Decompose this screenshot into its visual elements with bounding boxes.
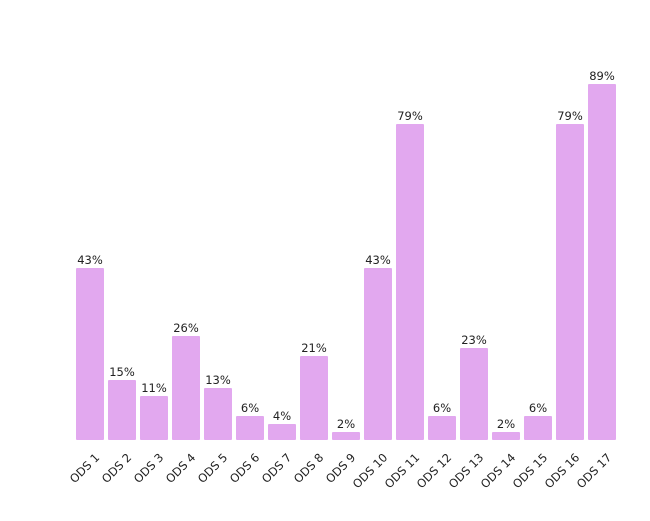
data-label-ods-16: 79% xyxy=(557,109,583,123)
bar-ods-10 xyxy=(364,268,392,440)
data-label-ods-12: 6% xyxy=(433,401,451,415)
data-label-ods-14: 2% xyxy=(497,417,515,431)
x-tick-label-ods-2: ODS 2 xyxy=(99,450,134,485)
data-label-ods-11: 79% xyxy=(397,109,423,123)
bar-ods-2 xyxy=(108,380,136,440)
bar-ods-16 xyxy=(556,124,584,440)
data-label-ods-3: 11% xyxy=(141,381,167,395)
bar-ods-9 xyxy=(332,432,360,440)
x-tick-label-ods-8: ODS 8 xyxy=(291,450,326,485)
data-label-ods-9: 2% xyxy=(337,417,355,431)
data-labels-layer: 43% 15% 11% 26% 13% 6% 4% 21% 2% 43% 79% 6% 23% 2% 6% 7… xyxy=(77,69,615,431)
data-label-ods-1: 43% xyxy=(77,253,103,267)
data-label-ods-7: 4% xyxy=(273,409,291,423)
data-label-ods-15: 6% xyxy=(529,401,547,415)
bar-ods-8 xyxy=(300,356,328,440)
x-tick-label-ods-7: ODS 7 xyxy=(259,450,294,485)
x-tick-label-ods-6: ODS 6 xyxy=(227,450,262,485)
bar-ods-4 xyxy=(172,336,200,440)
bar-ods-5 xyxy=(204,388,232,440)
data-label-ods-13: 23% xyxy=(461,333,487,347)
bar-ods-1 xyxy=(76,268,104,440)
x-tick-label-ods-4: ODS 4 xyxy=(163,450,198,485)
data-label-ods-8: 21% xyxy=(301,341,327,355)
bar-ods-13 xyxy=(460,348,488,440)
bar-ods-3 xyxy=(140,396,168,440)
bar-ods-14 xyxy=(492,432,520,440)
bar-ods-12 xyxy=(428,416,456,440)
data-label-ods-6: 6% xyxy=(241,401,259,415)
x-tick-label-ods-5: ODS 5 xyxy=(195,450,230,485)
data-label-ods-2: 15% xyxy=(109,365,135,379)
x-tick-label-ods-3: ODS 3 xyxy=(131,450,166,485)
bar-ods-7 xyxy=(268,424,296,440)
data-label-ods-4: 26% xyxy=(173,321,199,335)
x-tick-label-ods-17: ODS 17 xyxy=(574,450,615,491)
bar-ods-6 xyxy=(236,416,264,440)
data-label-ods-17: 89% xyxy=(589,69,615,83)
x-tick-label-ods-1: ODS 1 xyxy=(67,450,102,485)
bar-ods-11 xyxy=(396,124,424,440)
bars-layer xyxy=(76,84,616,440)
data-label-ods-10: 43% xyxy=(365,253,391,267)
bar-ods-15 xyxy=(524,416,552,440)
data-label-ods-5: 13% xyxy=(205,373,231,387)
bar-ods-17 xyxy=(588,84,616,440)
